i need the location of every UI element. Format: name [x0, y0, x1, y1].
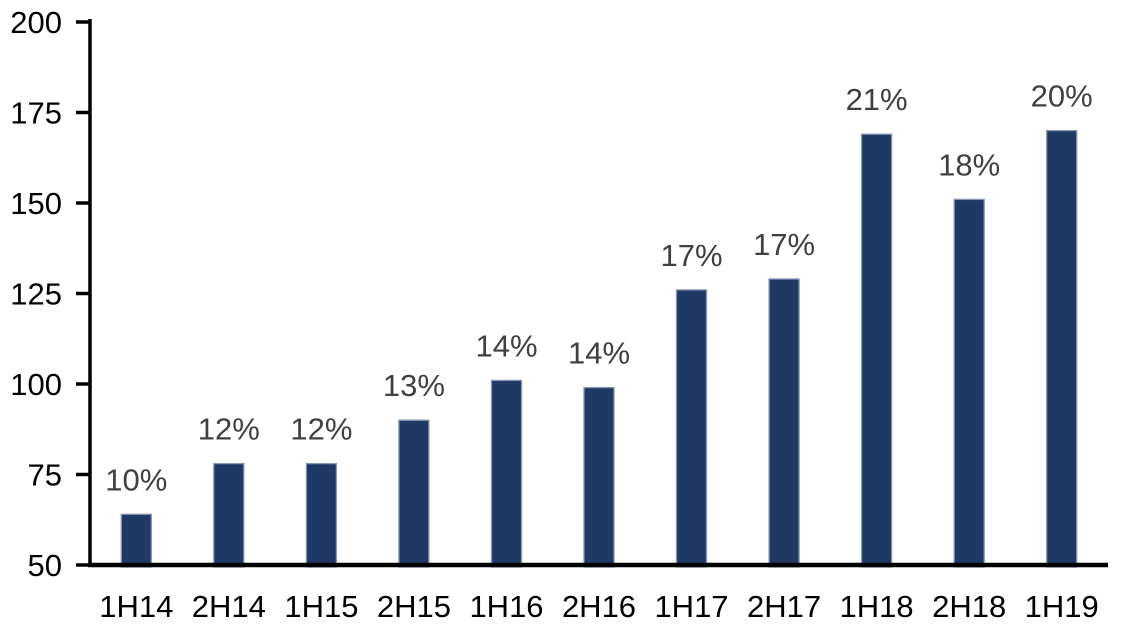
- x-tick-label: 2H14: [192, 589, 266, 624]
- bar: [583, 386, 615, 568]
- bar-data-label: 17%: [660, 238, 722, 273]
- x-tick-label: 1H17: [654, 589, 728, 624]
- bar: [305, 462, 338, 568]
- y-tick-label: 75: [28, 458, 62, 493]
- bar: [1046, 129, 1078, 568]
- y-tick-label: 100: [10, 367, 62, 402]
- bar: [213, 462, 245, 568]
- bar-data-label: 17%: [753, 227, 815, 262]
- y-tick-label: 50: [28, 548, 62, 583]
- bar-data-label: 20%: [1031, 79, 1093, 114]
- x-tick-label: 1H18: [840, 589, 914, 624]
- bar: [860, 133, 893, 568]
- y-tick-label: 175: [10, 96, 62, 131]
- bar: [490, 379, 523, 568]
- x-tick-label: 2H15: [377, 589, 451, 624]
- bar-data-label: 14%: [568, 336, 630, 371]
- bar-data-label: 12%: [290, 412, 352, 447]
- x-tick-label: 1H14: [99, 589, 173, 624]
- x-tick-label: 2H18: [932, 589, 1006, 624]
- bar: [398, 419, 430, 568]
- bar: [675, 289, 708, 568]
- axis-layer: [76, 19, 1108, 568]
- bar: [120, 513, 152, 568]
- x-tick-label: 1H15: [284, 589, 358, 624]
- x-tick-label: 1H19: [1025, 589, 1099, 624]
- x-tick-label: 1H16: [469, 589, 543, 624]
- bar: [768, 278, 800, 568]
- bar: [953, 198, 985, 568]
- y-tick-label: 200: [10, 5, 62, 40]
- x-tick-label: 2H16: [562, 589, 636, 624]
- bar-data-label: 13%: [383, 368, 445, 403]
- y-tick-label: 150: [10, 186, 62, 221]
- bar-data-label: 21%: [846, 82, 908, 117]
- bar-data-label: 10%: [105, 462, 167, 497]
- bar-data-label: 12%: [198, 412, 260, 447]
- x-tick-label: 2H17: [747, 589, 821, 624]
- bar-data-label: 14%: [475, 328, 537, 363]
- y-tick-label: 125: [10, 277, 62, 312]
- labels-layer: 50 75 100 125 150 175 200 1H14 10% 2H14 12% 1H15 12%…: [10, 5, 1098, 624]
- bars-layer: [120, 129, 1078, 568]
- bar-data-label: 18%: [938, 147, 1000, 182]
